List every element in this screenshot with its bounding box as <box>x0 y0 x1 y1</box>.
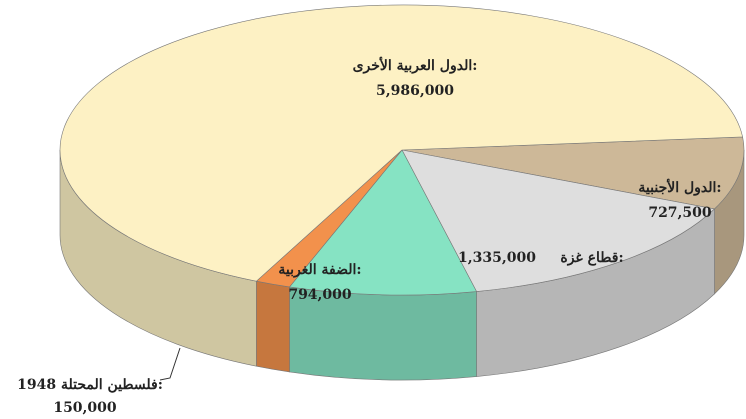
value-label: 794,000 <box>288 287 352 303</box>
slice <box>401 136 745 210</box>
slice-label: الدول العربية الأخرى: <box>353 56 478 74</box>
slice <box>401 149 716 292</box>
slice-label: الدول الأجنبية: <box>638 178 721 196</box>
leader-line <box>159 347 181 381</box>
slice-side <box>256 280 290 373</box>
slice-label: قطاع غزة: <box>560 250 623 266</box>
value-label: 727,500 <box>648 205 712 221</box>
slice-label: فلسطين المحتلة 1948: <box>17 377 163 393</box>
value-label: 150,000 <box>53 400 117 416</box>
slice <box>288 149 478 296</box>
value-label: 1,335,000 <box>458 250 536 266</box>
slice <box>59 4 743 282</box>
value-label: 5,986,000 <box>376 83 454 99</box>
slice-label: الضفة الغربية: <box>278 262 361 278</box>
